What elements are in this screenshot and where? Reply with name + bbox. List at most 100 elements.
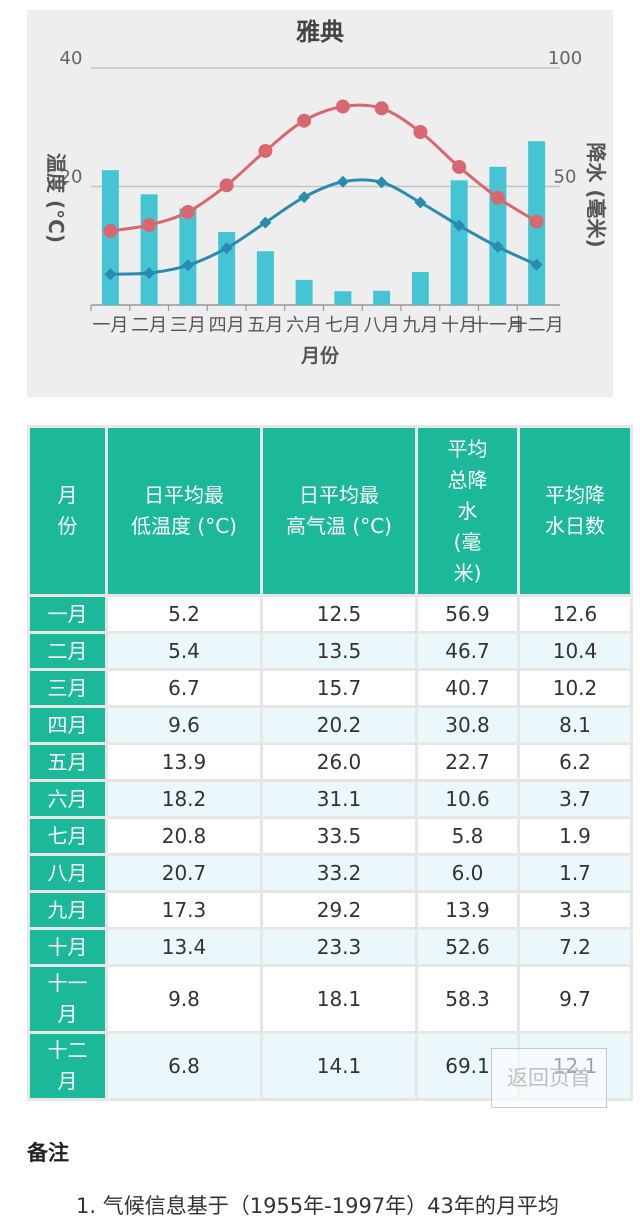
header-month-text: 月份	[57, 483, 78, 538]
precip-bar	[489, 166, 507, 305]
x-tick-label: 三月	[170, 315, 206, 336]
high-cell: 26.0	[263, 745, 415, 779]
table-row: 八月 20.7 33.2 6.0 1.7	[30, 856, 630, 890]
month-cell: 三月	[30, 671, 105, 705]
low-temp-point	[453, 219, 466, 232]
x-tick-label: 五月	[247, 315, 283, 336]
low-cell: 6.8	[108, 1034, 260, 1098]
precip-cell: 52.6	[418, 930, 517, 964]
month-label: 六月	[47, 786, 88, 811]
table-row: 二月 5.4 13.5 46.7 10.4	[30, 634, 630, 668]
low-cell: 13.9	[108, 745, 260, 779]
header-month: 月份	[30, 428, 105, 594]
days-cell: 8.1	[520, 708, 630, 742]
month-cell: 十月	[30, 930, 105, 964]
x-tick-label: 一月	[92, 315, 128, 336]
table-row: 五月 13.9 26.0 22.7 6.2	[30, 745, 630, 779]
month-label: 四月	[47, 712, 88, 737]
y-left-tick-label: 40	[60, 48, 83, 69]
low-temp-point	[143, 267, 156, 280]
month-label: 一月	[47, 601, 88, 626]
low-temp-point	[491, 240, 504, 253]
header-precip: 平均 总降水 (毫 米)	[418, 428, 517, 594]
precip-cell: 58.3	[418, 967, 517, 1031]
low-temp-line	[110, 178, 538, 276]
month-label: 七月	[47, 823, 88, 848]
precip-bar	[295, 279, 313, 305]
table-body: 一月 5.2 12.5 56.9 12.6 二月 5.4 13.5 46.7 10.4 三月 6.7 1…	[30, 597, 630, 1098]
low-cell: 13.4	[108, 930, 260, 964]
low-temp-point	[298, 191, 311, 204]
y-left-axis-title: 温度 (°C)	[44, 153, 68, 243]
low-temp-point	[181, 259, 194, 272]
header-low-text: 日平均最 低温度 (°C)	[131, 483, 237, 538]
precip-cell: 30.8	[418, 708, 517, 742]
month-cell: 十一月	[30, 967, 105, 1031]
month-label: 十月	[47, 934, 88, 959]
month-cell: 二月	[30, 634, 105, 668]
month-label: 九月	[47, 897, 88, 922]
high-cell: 13.5	[263, 634, 415, 668]
high-temp-point	[413, 124, 428, 139]
days-cell: 3.7	[520, 782, 630, 816]
x-tick-label: 四月	[209, 315, 245, 336]
table-row: 七月 20.8 33.5 5.8 1.9	[30, 819, 630, 853]
note-line-1: 1. 气候信息基于（1955年-1997年）43年的月平均	[76, 1194, 559, 1218]
days-cell: 10.2	[520, 671, 630, 705]
x-tick-label: 十月	[441, 315, 477, 336]
high-temp-point	[180, 204, 195, 219]
precip-bar	[334, 291, 352, 305]
high-cell: 18.1	[263, 967, 415, 1031]
high-temp-point	[142, 218, 157, 233]
month-cell: 九月	[30, 893, 105, 927]
days-cell: 6.2	[520, 745, 630, 779]
climate-table: 月份 日平均最 低温度 (°C) 日平均最 高气温 (°C) 平均 总降水 (毫 米) 平…	[27, 425, 633, 1101]
days-cell: 3.3	[520, 893, 630, 927]
month-label: 三月	[47, 675, 88, 700]
notes-heading: 备注	[27, 1141, 69, 1165]
high-temp-line	[110, 103, 538, 233]
low-temp-point	[220, 242, 233, 255]
low-temp-point	[259, 216, 272, 229]
low-temp-point	[336, 175, 349, 188]
table-row: 九月 17.3 29.2 13.9 3.3	[30, 893, 630, 927]
header-high-text: 日平均最 高气温 (°C)	[286, 483, 392, 538]
month-cell: 七月	[30, 819, 105, 853]
low-cell: 5.4	[108, 634, 260, 668]
high-temp-point	[103, 223, 118, 238]
x-tick-label: 六月	[286, 315, 322, 336]
precip-cell: 5.8	[418, 819, 517, 853]
precip-cell: 10.6	[418, 782, 517, 816]
days-cell: 7.2	[520, 930, 630, 964]
high-temp-point	[335, 99, 350, 114]
y-right-axis-title: 降水 (毫米)	[584, 142, 608, 247]
precip-bar	[411, 272, 429, 305]
precip-bar	[256, 251, 274, 305]
back-to-top-button[interactable]: 返回页首	[491, 1048, 607, 1108]
month-cell: 十二月	[30, 1034, 105, 1098]
high-temp-point	[452, 159, 467, 174]
days-cell: 9.7	[520, 967, 630, 1031]
chart-title: 雅典	[296, 18, 344, 46]
low-temp-point	[375, 176, 388, 189]
table-row: 一月 5.2 12.5 56.9 12.6	[30, 597, 630, 631]
y-right-tick-label: 50	[554, 167, 577, 188]
x-tick-label: 二月	[131, 315, 167, 336]
precip-cell: 56.9	[418, 597, 517, 631]
high-temp-point	[490, 190, 505, 205]
high-temp-point	[529, 214, 544, 229]
month-cell: 八月	[30, 856, 105, 890]
precip-bar	[450, 180, 468, 305]
table-row: 十月 13.4 23.3 52.6 7.2	[30, 930, 630, 964]
low-temp-point	[104, 268, 117, 281]
high-temp-point	[297, 113, 312, 128]
precip-bar	[179, 208, 197, 305]
month-label: 二月	[47, 638, 88, 663]
x-tick-label: 七月	[325, 315, 361, 336]
table-row: 十一月 9.8 18.1 58.3 9.7	[30, 967, 630, 1031]
low-cell: 20.7	[108, 856, 260, 890]
month-label: 五月	[47, 749, 88, 774]
high-temp-point	[219, 178, 234, 193]
low-cell: 20.8	[108, 819, 260, 853]
low-cell: 9.8	[108, 967, 260, 1031]
